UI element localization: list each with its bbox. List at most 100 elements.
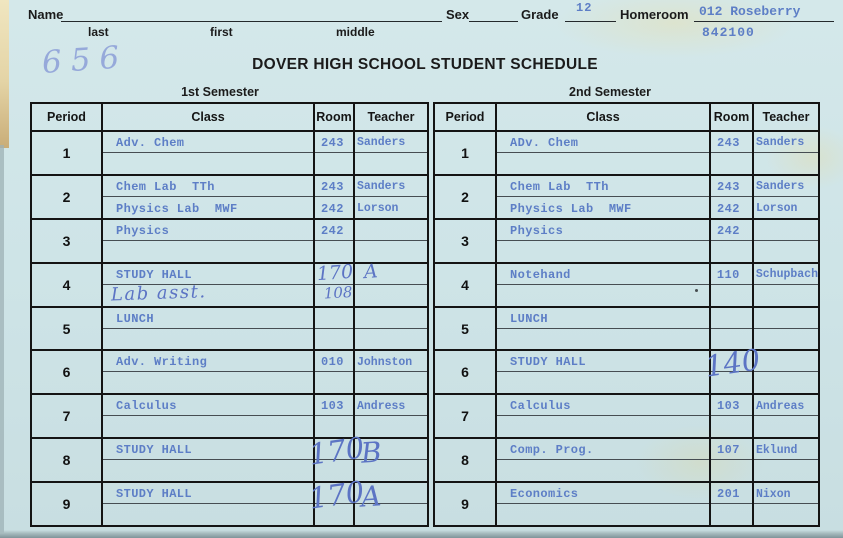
teacher-column: A: [353, 479, 427, 526]
room-entry-line: [315, 308, 353, 329]
teacher-entry-line: [355, 285, 427, 306]
class-entry-line: [103, 416, 313, 437]
period-cell: 9: [435, 483, 497, 526]
name-label: Name: [28, 7, 64, 22]
room-entry-line: [711, 460, 752, 481]
period-cell: 6: [435, 351, 497, 394]
room-column: 103: [709, 395, 752, 438]
room-column: 107: [709, 439, 752, 482]
room-entry-line: [711, 351, 752, 373]
card-bottom-edge-shadow: [0, 530, 843, 538]
sex-blank-line: [469, 21, 518, 22]
class-entry-line: Adv. Chem: [103, 132, 313, 153]
class-entry-line: LUNCH: [497, 308, 709, 329]
teacher-column: [752, 307, 818, 350]
teacher-entry-line: A: [355, 259, 427, 285]
schedule-table-1st-semester: Period Class Room Teacher 1 Adv. Chem 243 Sande…: [30, 102, 429, 527]
room-entry-line: 201: [711, 483, 752, 505]
typed-room-value: 242: [717, 201, 740, 216]
room-entry-line: [315, 372, 353, 393]
typed-teacher-value: Johnston: [357, 355, 413, 369]
class-entry-line: STUDY HALL: [497, 351, 709, 373]
period-cell: 5: [435, 307, 497, 350]
room-column: [709, 307, 752, 350]
handwritten-teacher-value: A: [363, 259, 379, 283]
room-entry-line: 243: [711, 176, 752, 197]
room-entry-line: [711, 308, 752, 329]
room-entry-line: [315, 241, 353, 262]
ink-speck: [695, 289, 698, 292]
room-column: 110: [708, 263, 752, 306]
typed-teacher-value: Sanders: [756, 136, 805, 150]
teacher-entry-line: [355, 416, 427, 437]
table-row: 3 Physics 242: [435, 217, 818, 262]
period-cell: 8: [435, 439, 497, 482]
handwritten-teacher-value: A: [359, 479, 383, 514]
teacher-entry-line: [355, 220, 427, 241]
underlying-card-corner: [0, 0, 9, 148]
room-column: 242: [313, 219, 353, 262]
teacher-column: A: [353, 259, 427, 306]
teacher-entry-line: [355, 483, 427, 505]
room-entry-line: 103: [711, 395, 752, 417]
period-cell: 6: [32, 351, 103, 394]
class-column: Calculus: [497, 395, 709, 437]
teacher-entry-line: [355, 372, 427, 393]
class-entry-line: Adv. Writing: [103, 351, 313, 373]
class-entry-line: [103, 460, 313, 481]
teacher-entry-line: [754, 504, 818, 525]
class-entry-line: [497, 504, 709, 525]
room-entry-line: 107: [711, 439, 752, 461]
class-column: Adv. Chem: [103, 132, 313, 174]
room-column: 243 242: [313, 175, 353, 218]
homeroom-label: Homeroom: [620, 7, 689, 22]
teacher-column: [752, 351, 818, 394]
typed-teacher-value: Lorson: [756, 202, 798, 216]
typed-teacher-value: Eklund: [756, 443, 798, 457]
teacher-entry-line: [355, 439, 427, 461]
room-entry-line: [315, 439, 353, 461]
class-entry-line: Physics Lab MWF: [497, 197, 709, 218]
handwritten-class-value: Lab asst.: [110, 280, 207, 306]
typed-class-value: STUDY HALL: [116, 443, 193, 458]
table-row: 1 Adv. Chem 243 Sanders: [32, 130, 427, 174]
period-cell: 1: [435, 132, 497, 174]
room-entry-line: [315, 153, 353, 174]
teacher-entry-line: Sanders: [355, 132, 427, 153]
student-code: 842100: [702, 25, 755, 40]
teacher-entry-line: [754, 460, 818, 481]
room-column: 170: [307, 431, 366, 482]
semester-1-label: 1st Semester: [181, 85, 259, 99]
class-entry-line: [103, 329, 313, 350]
typed-class-value: Physics: [116, 223, 170, 238]
teacher-entry-line: Lorson: [355, 197, 427, 218]
teacher-entry-line: Sanders: [355, 176, 427, 197]
table-row: 7 Calculus 103 Andress: [32, 393, 427, 438]
room-entry-line: [711, 416, 752, 437]
teacher-entry-line: [355, 329, 427, 350]
teacher-entry-line: [754, 329, 818, 350]
class-column: STUDY HALL: [497, 351, 709, 393]
class-column: Physics: [497, 220, 709, 262]
typed-room-value: 243: [321, 135, 344, 150]
room-entry-line: 243: [315, 176, 353, 197]
teacher-entry-line: [355, 241, 427, 262]
class-entry-line: Comp. Prog.: [497, 439, 709, 461]
homeroom-blank-line: [694, 21, 834, 22]
table-row: 6 STUDY HALL 140: [435, 342, 818, 394]
room-column: 243 242: [709, 175, 752, 218]
room-entry-line: 010: [315, 351, 353, 373]
handwritten-room-value: 140: [702, 342, 763, 385]
room-entry-line: 242: [711, 220, 752, 241]
room-column: 243: [313, 132, 353, 174]
table-row: 1 ADv. Chem 243 Sanders: [435, 130, 818, 174]
sex-label: Sex: [446, 7, 470, 22]
typed-teacher-value: Andreas: [756, 399, 805, 413]
table-row: 2 Chem Lab TTh Physics Lab MWF 243 242 Sander…: [32, 173, 427, 218]
class-entry-line: [497, 285, 709, 306]
class-entry-line: ADv. Chem: [497, 132, 709, 153]
teacher-column: B: [353, 436, 427, 482]
room-entry-line: 170: [315, 260, 354, 285]
class-column: STUDY HALL Lab asst.: [103, 264, 313, 306]
typed-class-value: Chem Lab TTh: [116, 179, 215, 194]
